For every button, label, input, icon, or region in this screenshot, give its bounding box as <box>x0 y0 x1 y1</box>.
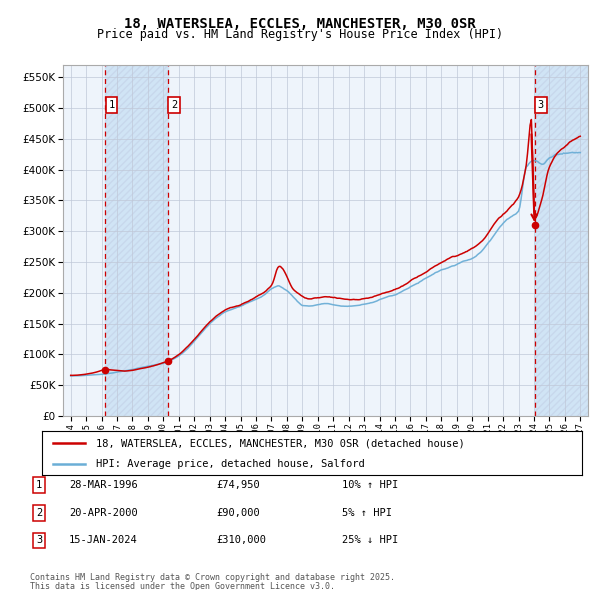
Text: 2: 2 <box>171 100 178 110</box>
Text: 20-APR-2000: 20-APR-2000 <box>69 508 138 517</box>
Bar <box>535 65 588 416</box>
Text: Contains HM Land Registry data © Crown copyright and database right 2025.: Contains HM Land Registry data © Crown c… <box>30 573 395 582</box>
Text: £74,950: £74,950 <box>216 480 260 490</box>
Text: £310,000: £310,000 <box>216 536 266 545</box>
Text: This data is licensed under the Open Government Licence v3.0.: This data is licensed under the Open Gov… <box>30 582 335 590</box>
Bar <box>106 65 168 416</box>
Bar <box>535 65 588 416</box>
Text: 15-JAN-2024: 15-JAN-2024 <box>69 536 138 545</box>
Bar <box>106 65 168 416</box>
Text: 2: 2 <box>36 508 42 517</box>
Text: HPI: Average price, detached house, Salford: HPI: Average price, detached house, Salf… <box>96 459 365 469</box>
Text: 28-MAR-1996: 28-MAR-1996 <box>69 480 138 490</box>
Text: 1: 1 <box>109 100 115 110</box>
Text: 1: 1 <box>36 480 42 490</box>
Text: 25% ↓ HPI: 25% ↓ HPI <box>342 536 398 545</box>
Text: £90,000: £90,000 <box>216 508 260 517</box>
Text: 5% ↑ HPI: 5% ↑ HPI <box>342 508 392 517</box>
Text: 3: 3 <box>36 536 42 545</box>
Text: 18, WATERSLEA, ECCLES, MANCHESTER, M30 0SR (detached house): 18, WATERSLEA, ECCLES, MANCHESTER, M30 0… <box>96 438 465 448</box>
Text: 10% ↑ HPI: 10% ↑ HPI <box>342 480 398 490</box>
Text: 3: 3 <box>538 100 544 110</box>
Text: Price paid vs. HM Land Registry's House Price Index (HPI): Price paid vs. HM Land Registry's House … <box>97 28 503 41</box>
Text: 18, WATERSLEA, ECCLES, MANCHESTER, M30 0SR: 18, WATERSLEA, ECCLES, MANCHESTER, M30 0… <box>124 17 476 31</box>
